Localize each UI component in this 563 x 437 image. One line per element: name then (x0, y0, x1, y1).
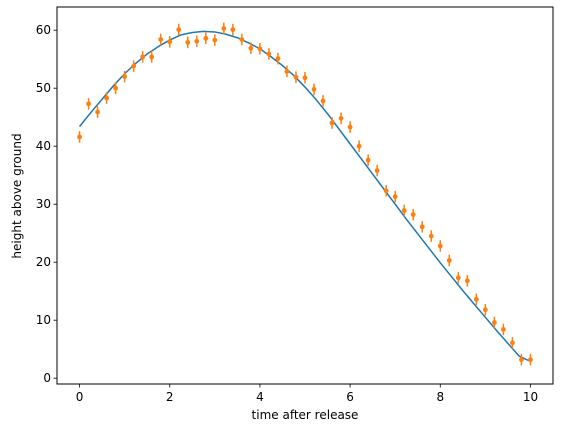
data-point (401, 208, 407, 213)
data-point (392, 194, 398, 200)
data-point (510, 340, 515, 346)
data-point (194, 38, 200, 44)
data-point (419, 224, 425, 230)
data-point (311, 86, 317, 92)
data-point (374, 168, 380, 173)
data-point (464, 278, 470, 284)
x-tick-label: 8 (436, 390, 444, 404)
data-point (491, 320, 497, 325)
y-tick-label: 0 (43, 371, 51, 385)
data-point (356, 143, 362, 149)
data-point (320, 98, 326, 104)
data-point (473, 296, 479, 302)
data-point (347, 124, 353, 130)
y-tick-label: 50 (36, 81, 51, 95)
data-point (257, 46, 263, 52)
data-point (239, 37, 245, 42)
data-point (482, 307, 488, 313)
data-point (113, 85, 119, 91)
data-point (437, 243, 443, 249)
y-tick-label: 30 (36, 197, 51, 211)
data-point (167, 39, 173, 45)
data-point (95, 109, 100, 115)
x-tick-label: 2 (166, 390, 174, 404)
data-point (528, 357, 533, 363)
y-tick-label: 10 (36, 313, 51, 327)
y-axis: 0 10 20 30 40 50 60 (36, 23, 57, 385)
data-point (302, 75, 308, 81)
data-point (266, 51, 272, 57)
data-point (122, 74, 128, 79)
y-axis-label: height above ground (10, 133, 24, 258)
data-point (140, 54, 146, 60)
x-tick-label: 6 (346, 390, 354, 404)
data-point (410, 212, 416, 218)
data-point (131, 63, 137, 69)
data-point (293, 74, 299, 80)
data-point (338, 115, 344, 121)
data-point (519, 357, 524, 363)
y-tick-label: 60 (36, 23, 51, 37)
model-fit-line (78, 30, 531, 363)
data-point (185, 39, 191, 45)
data-point (230, 27, 236, 33)
data-point (149, 54, 155, 60)
data-point (77, 134, 82, 140)
data-point (365, 157, 371, 163)
data-point (329, 120, 335, 126)
x-tick-label: 10 (523, 390, 538, 404)
data-point (446, 258, 452, 263)
data-point (383, 188, 389, 194)
x-tick-label: 0 (76, 390, 84, 404)
data-point (455, 275, 461, 281)
data-point (203, 35, 209, 41)
data-point (284, 68, 290, 74)
data-point (86, 101, 91, 107)
y-tick-label: 20 (36, 255, 51, 269)
plot-layer (77, 22, 533, 366)
x-axis-label: time after release (252, 408, 359, 422)
data-point (428, 233, 434, 239)
plot-area-frame (56, 6, 554, 385)
data-point (221, 26, 227, 31)
data-point (501, 327, 506, 332)
x-axis: 0 2 4 6 8 10 (76, 384, 538, 404)
data-point (275, 56, 281, 62)
data-point (176, 27, 182, 33)
data-point (248, 45, 254, 51)
y-tick-label: 40 (36, 139, 51, 153)
data-point (212, 37, 218, 43)
data-point (158, 37, 164, 42)
x-tick-label: 4 (256, 390, 264, 404)
data-point (104, 95, 109, 101)
